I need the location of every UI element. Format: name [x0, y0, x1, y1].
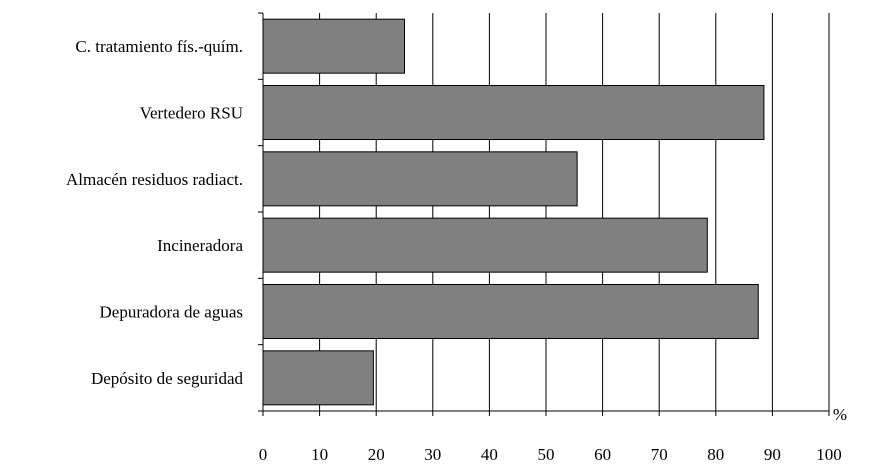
category-label-4: Incineradora — [157, 236, 243, 255]
x-tick-label-40: 40 — [481, 445, 498, 464]
x-tick-label-30: 30 — [424, 445, 441, 464]
bar-5 — [262, 284, 759, 339]
category-labels: C. tratamiento fís.-quím. Vertedero RSU Al… — [66, 37, 244, 388]
axes — [258, 12, 830, 416]
x-tick-labels: 0 10 20 30 40 50 60 70 80 90 100 — [259, 445, 842, 464]
bars — [262, 18, 765, 406]
x-tick-label-0: 0 — [259, 445, 268, 464]
category-label-6: Depósito de seguridad — [91, 369, 244, 388]
x-tick-label-90: 90 — [764, 445, 781, 464]
bar-1 — [262, 18, 405, 74]
x-axis-unit-label: % — [833, 405, 847, 424]
category-label-1: C. tratamiento fís.-quím. — [75, 37, 243, 56]
x-tick-label-20: 20 — [368, 445, 385, 464]
x-tick-label-10: 10 — [311, 445, 328, 464]
x-tick-label-80: 80 — [707, 445, 724, 464]
bar-2 — [262, 85, 765, 140]
grid-lines — [319, 13, 830, 411]
category-label-2: Vertedero RSU — [140, 104, 243, 123]
x-tick-label-60: 60 — [594, 445, 611, 464]
category-label-3: Almacén residuos radiact. — [66, 170, 243, 189]
bar-4 — [262, 217, 708, 273]
x-tick-label-100: 100 — [816, 445, 842, 464]
bar-6 — [262, 350, 374, 406]
x-tick-label-70: 70 — [651, 445, 668, 464]
bar-3 — [262, 151, 578, 207]
category-label-5: Depuradora de aguas — [100, 303, 244, 322]
x-tick-label-50: 50 — [538, 445, 555, 464]
